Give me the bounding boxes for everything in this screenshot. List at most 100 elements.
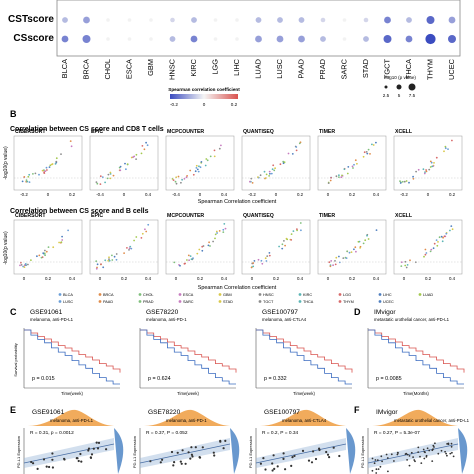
scatter-point bbox=[376, 459, 379, 462]
scatter-point bbox=[89, 456, 93, 459]
scatter-point bbox=[338, 454, 341, 458]
subplot-point bbox=[298, 142, 301, 145]
scatter-point bbox=[452, 455, 455, 458]
subplot-xtick-cd8-cibersort-1: 0 bbox=[47, 192, 50, 197]
subplot-point bbox=[126, 163, 129, 166]
subplot-point bbox=[109, 171, 112, 174]
subplot-point bbox=[268, 252, 271, 254]
cancer-label-brca: BRCA bbox=[82, 59, 91, 80]
panel-b-ylabel-cd8: -log10(p value) bbox=[3, 146, 9, 180]
subplot-point bbox=[130, 247, 133, 250]
scatter-point bbox=[181, 449, 184, 452]
km-curve-low bbox=[24, 329, 120, 385]
legend-dot-stad bbox=[218, 300, 222, 303]
cancer-label-prad: PRAD bbox=[318, 59, 327, 80]
subplot-point bbox=[223, 223, 226, 225]
legend-dot-sarc bbox=[178, 300, 182, 303]
subplot-xtick-b-epic-2: 0.4 bbox=[145, 276, 152, 281]
subplot-point bbox=[192, 173, 195, 176]
scatter-subtitle-2: melanoma, anti-CTLA4 bbox=[282, 418, 327, 423]
subplot-point bbox=[408, 181, 410, 184]
subplot-point bbox=[351, 165, 354, 168]
scatter-point bbox=[262, 457, 265, 460]
km-pvalue-1: p = 0.624 bbox=[148, 376, 171, 382]
subplot-point bbox=[424, 248, 427, 251]
panel-b-subplots: CIBERSORT -0.2 0 0.2 EPIC -0.4 0 0.4 MCPCOUNTER -… bbox=[13, 129, 463, 281]
scatter-point bbox=[393, 460, 395, 462]
bubble-csscore-luad bbox=[255, 35, 262, 43]
subplot-point bbox=[109, 173, 112, 175]
subplot-xtick-b-cibersort-1: 0.2 bbox=[45, 276, 52, 281]
scatter-point bbox=[431, 460, 434, 462]
scatter-stat-1: R = 0.37, P = 0.052 bbox=[146, 430, 188, 436]
subplot-point bbox=[101, 176, 104, 179]
colorbar bbox=[170, 94, 238, 99]
bubble-csscore-kirc bbox=[190, 35, 198, 43]
subplot-point bbox=[27, 263, 29, 266]
subplot-point bbox=[108, 258, 110, 260]
km-title-3: IMvigor bbox=[374, 309, 396, 316]
subplot-xtick-b-xcell-2: 0.4 bbox=[449, 276, 456, 281]
subplot-point bbox=[264, 257, 267, 260]
km-title-1: GSE78220 bbox=[146, 309, 179, 316]
subplot-title-cd8-xcell: XCELL bbox=[395, 129, 413, 135]
subplot-point bbox=[115, 258, 118, 261]
scatter-point bbox=[420, 462, 423, 464]
legend-label-hnsc: HNSC bbox=[263, 293, 274, 297]
subplot-point bbox=[183, 177, 186, 180]
subplot-point bbox=[367, 238, 370, 240]
subplot-point bbox=[338, 174, 340, 177]
scatter-point bbox=[433, 446, 435, 448]
scatter-point bbox=[428, 449, 431, 452]
subplot-point bbox=[417, 168, 420, 171]
subplot-point bbox=[273, 169, 276, 172]
km-letter-d: D bbox=[354, 307, 361, 317]
bubble-cstscore-tgct bbox=[384, 16, 391, 24]
subplot-point bbox=[412, 177, 415, 180]
subplot-point bbox=[400, 261, 403, 264]
cancer-label-lusc: LUSC bbox=[275, 58, 284, 78]
subplot-frame-cd8-quantiseq bbox=[241, 135, 311, 191]
legend-label-gbm: GBM bbox=[223, 293, 232, 297]
legend-dot-gbm bbox=[218, 293, 222, 296]
scatter-point bbox=[328, 456, 331, 459]
panel-a-frame bbox=[56, 0, 461, 57]
size-legend-dot-small bbox=[384, 85, 388, 89]
subplot-point bbox=[173, 261, 176, 264]
km-title-0: GSE91061 bbox=[30, 309, 63, 316]
scatter-point bbox=[318, 448, 321, 452]
subplot-point bbox=[250, 266, 253, 269]
legend-label-stad: STAD bbox=[223, 300, 233, 304]
subplot-point bbox=[111, 254, 113, 257]
subplot-point bbox=[430, 161, 433, 164]
subplot-point bbox=[412, 175, 414, 178]
subplot-point bbox=[175, 182, 178, 185]
subplot-point bbox=[201, 249, 204, 252]
scatter-point bbox=[96, 447, 100, 450]
panel-b-legend: BLCA BRCA CHOL ESCA GBM HNSC KIRC LGG LIHC LUAD LU… bbox=[58, 293, 433, 304]
panel-b-title-b: Correlation between CS score and B cells bbox=[10, 208, 149, 215]
subplot-point bbox=[257, 258, 260, 261]
subplot-point bbox=[438, 236, 441, 239]
subplot-point bbox=[437, 241, 439, 243]
scatter-point bbox=[90, 453, 94, 456]
legend-dot-tgct bbox=[258, 300, 262, 303]
scatter-point bbox=[326, 453, 330, 456]
subplot-point bbox=[335, 256, 338, 259]
subplot-point bbox=[425, 170, 428, 173]
scatter-stat-2: R = 0.2, P = 0.34 bbox=[262, 430, 299, 436]
subplot-point bbox=[48, 166, 51, 169]
scatter-point bbox=[219, 440, 222, 443]
scatter-point bbox=[48, 465, 51, 469]
scatter-point bbox=[198, 456, 201, 459]
subplot-point bbox=[46, 169, 48, 171]
subplot-point bbox=[334, 260, 336, 262]
scatter-point bbox=[187, 451, 190, 454]
legend-label-lusc: LUSC bbox=[63, 300, 73, 304]
subplot-xtick-cd8-xcell-2: 0.2 bbox=[449, 192, 456, 197]
subplot-point bbox=[444, 145, 447, 148]
panel-b-letter: B bbox=[10, 109, 17, 119]
subplot-point bbox=[251, 182, 254, 184]
scatter-top-density bbox=[260, 409, 346, 426]
subplot-point bbox=[128, 249, 130, 251]
